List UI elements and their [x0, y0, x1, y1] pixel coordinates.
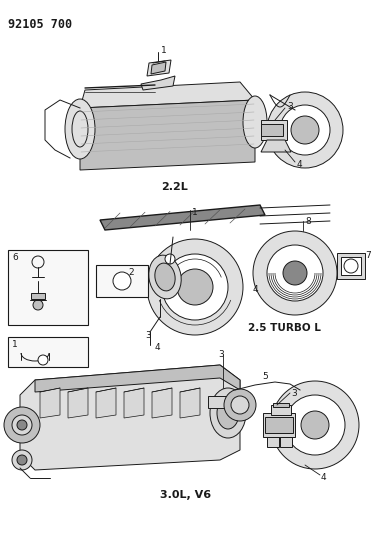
Circle shape — [253, 231, 337, 315]
Ellipse shape — [155, 263, 175, 291]
Text: 6: 6 — [12, 253, 18, 262]
Polygon shape — [80, 82, 255, 108]
Bar — [341, 257, 361, 275]
Polygon shape — [80, 100, 255, 170]
Text: 4: 4 — [321, 473, 327, 482]
Text: 2.2L: 2.2L — [161, 182, 188, 192]
Circle shape — [17, 455, 27, 465]
Circle shape — [301, 411, 329, 439]
Polygon shape — [96, 388, 116, 418]
Bar — [337, 253, 365, 279]
Circle shape — [231, 396, 249, 414]
Bar — [31, 293, 45, 299]
Polygon shape — [68, 388, 88, 418]
Polygon shape — [261, 120, 287, 140]
Circle shape — [165, 254, 175, 264]
Polygon shape — [261, 140, 291, 152]
Text: 1: 1 — [12, 340, 18, 349]
Text: 92105 700: 92105 700 — [8, 18, 72, 31]
Text: 4: 4 — [297, 160, 303, 169]
Polygon shape — [180, 388, 200, 418]
Text: 4: 4 — [155, 343, 161, 352]
Circle shape — [344, 259, 358, 273]
Bar — [280, 437, 292, 447]
Circle shape — [224, 389, 256, 421]
Polygon shape — [40, 388, 60, 418]
Bar — [8, 250, 88, 325]
Text: 1: 1 — [192, 208, 198, 217]
Circle shape — [12, 415, 32, 435]
Text: 1: 1 — [161, 46, 167, 55]
Circle shape — [33, 300, 43, 310]
Ellipse shape — [210, 388, 246, 438]
Ellipse shape — [217, 397, 239, 429]
Polygon shape — [147, 60, 171, 76]
Polygon shape — [35, 365, 240, 392]
Bar — [271, 405, 291, 415]
Bar — [96, 265, 148, 297]
Circle shape — [280, 105, 330, 155]
Text: 3: 3 — [145, 331, 151, 340]
Polygon shape — [20, 365, 240, 470]
Circle shape — [285, 395, 345, 455]
Polygon shape — [151, 62, 166, 74]
Polygon shape — [265, 417, 293, 433]
Circle shape — [267, 245, 323, 301]
Circle shape — [12, 450, 32, 470]
Polygon shape — [261, 124, 283, 136]
Circle shape — [271, 381, 359, 469]
Ellipse shape — [65, 99, 95, 159]
Bar — [267, 437, 279, 447]
Text: 3: 3 — [291, 389, 297, 398]
Circle shape — [147, 239, 243, 335]
Text: 8: 8 — [305, 217, 311, 226]
Text: 4: 4 — [253, 285, 259, 294]
Text: 5: 5 — [262, 372, 268, 381]
Circle shape — [267, 92, 343, 168]
Circle shape — [283, 261, 307, 285]
Text: 3: 3 — [287, 102, 293, 111]
Text: 3: 3 — [218, 350, 224, 359]
Bar — [208, 396, 238, 408]
Circle shape — [17, 420, 27, 430]
Circle shape — [291, 116, 319, 144]
Circle shape — [162, 254, 228, 320]
Ellipse shape — [243, 96, 267, 148]
Circle shape — [113, 272, 131, 290]
Bar — [8, 337, 88, 367]
Polygon shape — [141, 76, 175, 90]
Circle shape — [38, 355, 48, 365]
Polygon shape — [263, 413, 295, 437]
Text: 7: 7 — [365, 251, 371, 260]
Polygon shape — [124, 388, 144, 418]
Text: 2.5 TURBO L: 2.5 TURBO L — [248, 323, 321, 333]
Polygon shape — [152, 388, 172, 418]
Circle shape — [4, 407, 40, 443]
Circle shape — [177, 269, 213, 305]
Ellipse shape — [149, 255, 181, 299]
Text: 2: 2 — [128, 268, 134, 277]
Bar — [273, 403, 289, 407]
Text: 3.0L, V6: 3.0L, V6 — [160, 490, 212, 500]
Polygon shape — [100, 205, 265, 230]
